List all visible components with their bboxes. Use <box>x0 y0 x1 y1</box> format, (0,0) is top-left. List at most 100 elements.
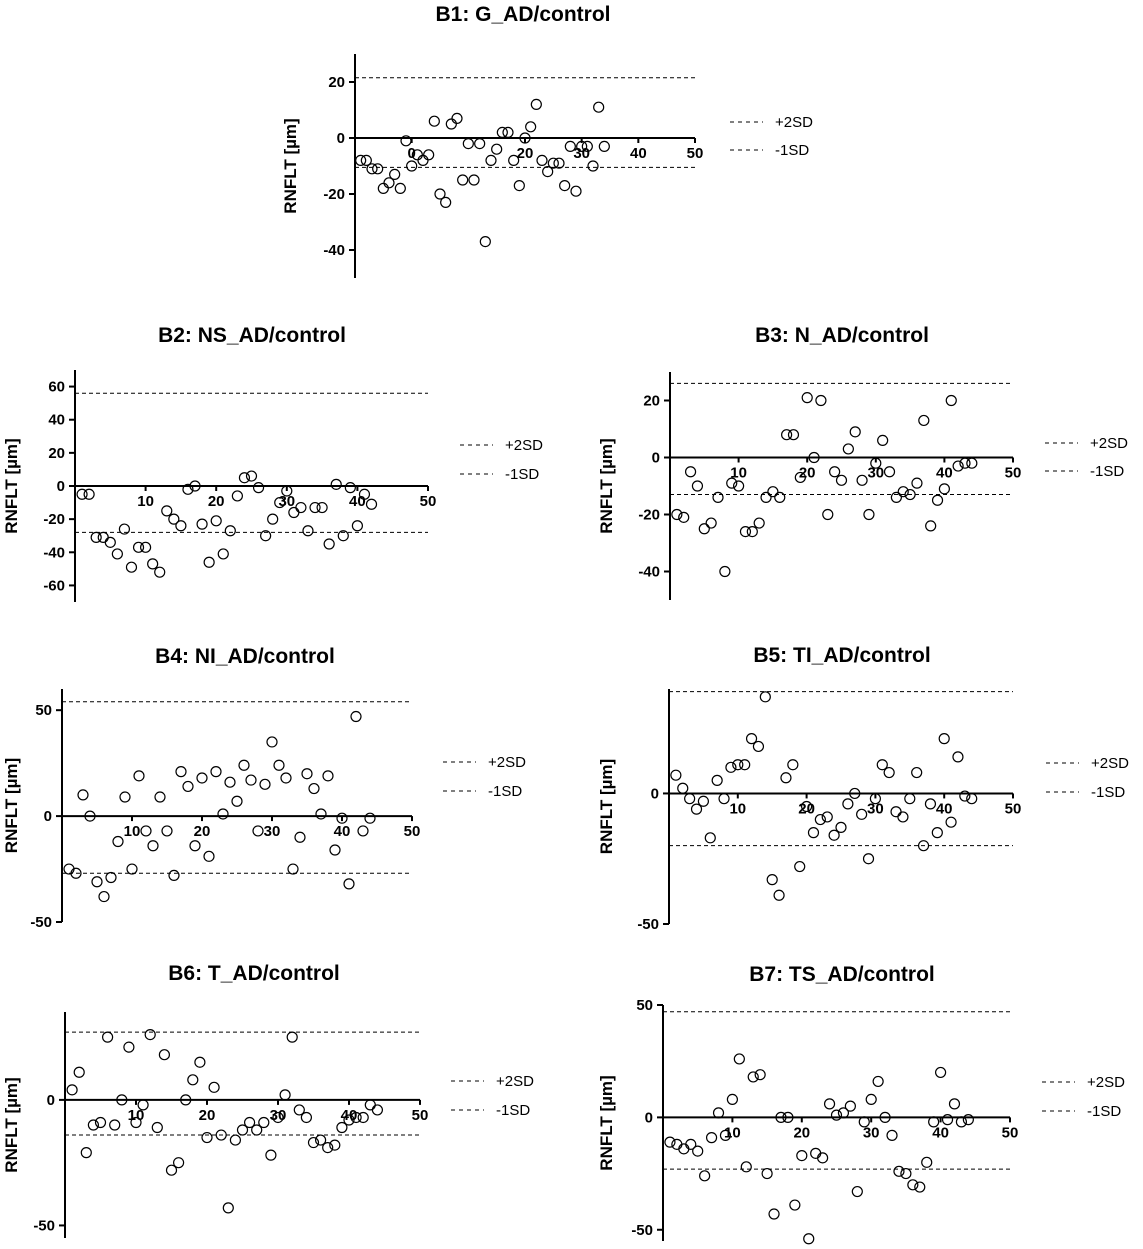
data-point <box>267 513 279 525</box>
data-point <box>870 457 882 469</box>
data-point <box>879 1111 891 1123</box>
data-point <box>330 478 342 490</box>
data-point <box>295 501 307 514</box>
data-point <box>862 853 875 865</box>
data-point <box>94 1116 107 1129</box>
data-point <box>140 825 152 837</box>
data-point <box>670 769 682 781</box>
data-point <box>684 793 696 805</box>
x-tick-label: 20 <box>194 823 211 840</box>
data-point <box>966 793 978 805</box>
chart-panel-b3: B3: N_AD/control RNFLT [µm] -40 -20 0 20 10 20 3… <box>597 324 1128 600</box>
data-point <box>245 470 258 482</box>
y-tick-label: -60 <box>43 577 65 594</box>
data-point <box>685 1138 697 1150</box>
x-tick-label: 20 <box>799 465 816 482</box>
y-tick-label: 50 <box>636 997 653 1014</box>
data-point <box>746 525 758 538</box>
data-point <box>491 143 503 155</box>
y-tick-label: 0 <box>47 1092 55 1109</box>
data-point <box>411 149 423 161</box>
y-tick-label: 0 <box>44 808 52 825</box>
data-point <box>844 1100 856 1112</box>
data-point <box>781 429 793 441</box>
x-tick-label: 10 <box>730 465 747 482</box>
data-point <box>890 491 902 503</box>
data-point <box>308 782 320 795</box>
data-point <box>350 710 362 723</box>
legend-label-minus1sd: -1SD <box>1091 784 1125 801</box>
data-point <box>196 772 208 784</box>
data-point <box>187 1074 199 1086</box>
x-tick-label: 40 <box>349 493 366 510</box>
data-point <box>360 154 372 166</box>
data-point <box>281 485 293 497</box>
data-point <box>945 816 957 828</box>
data-point <box>355 154 367 166</box>
data-point <box>272 1111 284 1124</box>
y-tick-label: 0 <box>645 1109 653 1126</box>
data-point <box>182 483 194 495</box>
legend-label-minus1sd: -1SD <box>1090 463 1124 480</box>
data-point <box>245 774 257 786</box>
data-point <box>587 160 599 172</box>
data-point <box>897 486 909 498</box>
data-point <box>959 457 971 469</box>
x-tick-label: 50 <box>412 1107 429 1124</box>
data-point <box>796 1149 808 1162</box>
data-point <box>753 517 765 529</box>
data-point <box>525 121 537 133</box>
data-point <box>911 477 923 489</box>
data-point <box>116 1094 128 1106</box>
data-point <box>440 196 452 208</box>
y-tick-label: -50 <box>637 916 659 933</box>
data-point <box>766 874 778 886</box>
data-point <box>358 488 371 500</box>
data-point <box>231 795 243 807</box>
x-tick-label: 40 <box>932 1124 949 1141</box>
data-point <box>194 1056 206 1068</box>
data-point <box>849 426 861 438</box>
data-point <box>315 808 327 820</box>
data-point <box>712 1107 725 1119</box>
data-point <box>365 498 378 510</box>
data-point <box>496 126 508 138</box>
data-point <box>948 1098 961 1110</box>
data-point <box>180 1094 192 1106</box>
data-point <box>208 1081 220 1093</box>
data-point <box>252 825 264 837</box>
data-point <box>938 483 951 495</box>
x-tick-label: 0 <box>407 145 415 162</box>
data-point <box>265 1149 277 1161</box>
y-axis-label: RNFLT [µm] <box>2 438 21 533</box>
data-point <box>801 392 813 404</box>
data-point <box>210 766 222 778</box>
data-point <box>747 1071 759 1083</box>
data-point <box>542 166 554 178</box>
data-point <box>761 1167 773 1180</box>
y-axis-label: RNFLT [µm] <box>597 759 616 854</box>
data-point <box>322 1141 334 1154</box>
data-point <box>196 518 208 530</box>
data-point <box>835 821 847 833</box>
data-point <box>279 1089 291 1101</box>
data-point <box>752 740 765 753</box>
x-tick-label: 10 <box>724 1124 741 1141</box>
x-tick-label: 30 <box>270 1107 287 1124</box>
data-point <box>182 780 194 793</box>
y-tick-label: 40 <box>48 412 65 429</box>
x-tick-label: 10 <box>124 823 141 840</box>
x-tick-label: 50 <box>420 493 437 510</box>
data-point <box>760 491 772 503</box>
data-point <box>941 1114 954 1126</box>
data-point <box>350 1111 362 1124</box>
legend-label-minus1sd: -1SD <box>775 142 809 159</box>
data-point <box>808 451 820 464</box>
y-tick-label: -20 <box>638 507 660 524</box>
chart-title: B6: T_AD/control <box>168 962 340 985</box>
legend-label-plus2sd: +2SD <box>1091 755 1129 772</box>
data-point <box>931 494 944 506</box>
data-point <box>151 1121 163 1134</box>
data-point <box>189 840 201 852</box>
data-point <box>252 482 265 494</box>
